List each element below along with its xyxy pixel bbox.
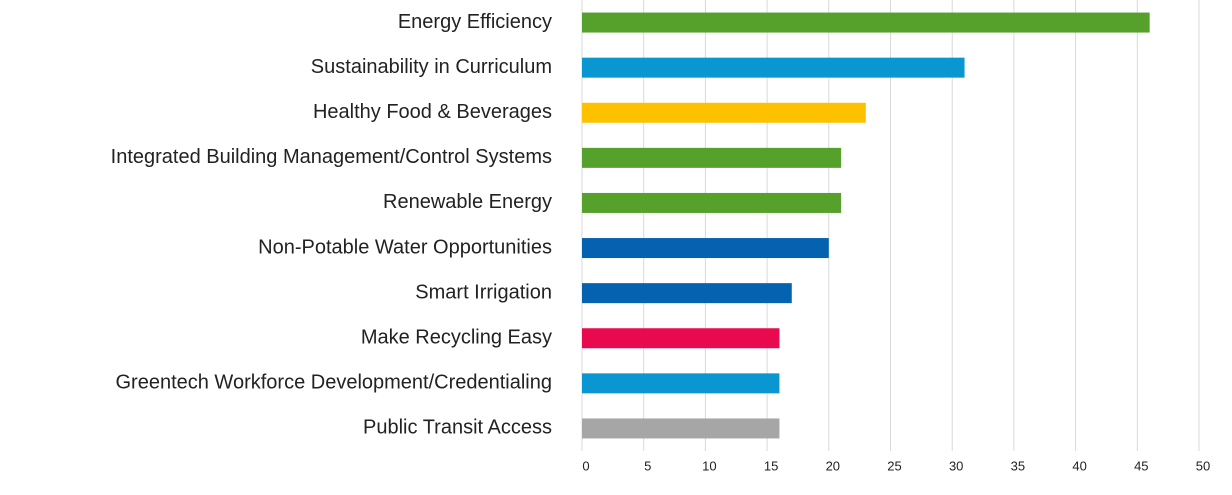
bar — [582, 57, 965, 78]
x-tick-label: 20 — [826, 458, 840, 473]
y-tick-label: Renewable Energy — [383, 191, 552, 213]
y-tick-label: Energy Efficiency — [398, 11, 552, 33]
bar — [582, 102, 866, 123]
bar — [582, 192, 842, 213]
y-tick-label: Sustainability in Curriculum — [311, 56, 552, 78]
bar — [582, 147, 842, 168]
x-tick-label: 15 — [764, 458, 778, 473]
x-tick-label: 10 — [702, 458, 716, 473]
bar — [582, 12, 1150, 33]
y-tick-label: Smart Irrigation — [415, 281, 552, 303]
y-tick-label: Make Recycling Easy — [361, 327, 552, 349]
y-tick-label: Greentech Workforce Development/Credenti… — [115, 372, 552, 394]
x-tick-label: 0 — [582, 458, 589, 473]
x-tick-label: 30 — [949, 458, 963, 473]
y-tick-label: Healthy Food & Beverages — [313, 101, 552, 123]
y-tick-label: Non-Potable Water Opportunities — [258, 236, 552, 258]
x-tick-label: 5 — [644, 458, 651, 473]
x-tick-label: 25 — [887, 458, 901, 473]
y-tick-label: Public Transit Access — [363, 417, 552, 439]
x-tick-label: 40 — [1072, 458, 1086, 473]
x-tick-label: 45 — [1134, 458, 1148, 473]
bar — [582, 328, 780, 349]
bar — [582, 418, 780, 439]
bar — [582, 373, 780, 394]
x-tick-label: 50 — [1196, 458, 1210, 473]
bar — [582, 283, 792, 304]
bar — [582, 238, 829, 259]
y-tick-label: Integrated Building Management/Control S… — [111, 146, 552, 168]
x-tick-label: 35 — [1011, 458, 1025, 473]
